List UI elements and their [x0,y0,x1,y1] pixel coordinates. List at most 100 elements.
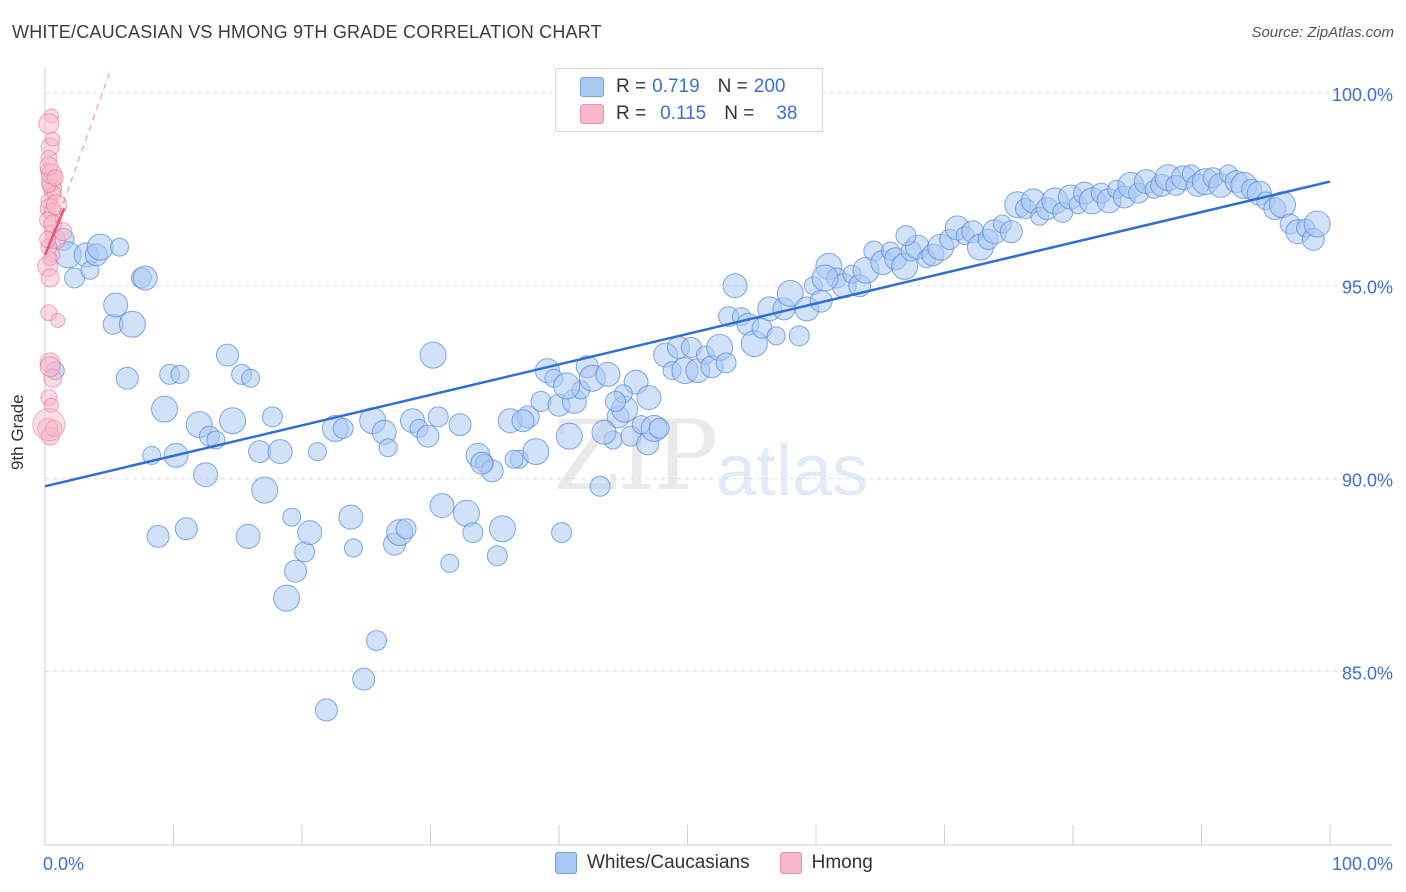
x-tick-label: 0.0% [43,854,84,874]
hmong-point [46,169,64,187]
whites-point [522,438,550,466]
whites-point [589,475,611,497]
bottom-legend-label-hmong: Hmong [811,852,873,873]
whites-point [488,515,516,543]
whites-point [235,523,261,549]
legend-r-label: R = [616,76,647,97]
whites-trendline [44,180,1331,488]
hmong-trendline [43,208,66,256]
whites-point [429,493,455,519]
whites-point [448,413,472,437]
legend-r-value: 0.115 [660,103,707,124]
whites-point [366,630,388,652]
hmong-point [38,113,60,135]
whites-point [170,364,190,384]
whites-point [395,518,417,540]
bottom-legend-item-hmong: Hmong [779,852,873,874]
bottom-legend-swatch-whites [555,852,577,874]
whites-point [174,517,198,541]
hmong-point [50,312,66,328]
whites-point [999,220,1023,244]
whites-point [132,265,158,291]
whites-point [419,341,447,369]
whites-point [504,449,524,469]
whites-point [462,522,484,544]
legend-row-whites: R = 0.719 N = 200 [580,74,791,100]
legend-row-hmong: R = 0.115 N = 38 [580,101,804,127]
whites-point [282,507,302,527]
whites-point [314,698,338,722]
whites-point [378,438,398,458]
whites-point [648,417,670,439]
bottom-legend-item-whites: Whites/Caucasians [555,852,750,874]
whites-point [343,538,363,558]
whites-point [193,462,219,488]
legend-r-label: R = [616,103,647,124]
whites-point [115,366,139,390]
whites-point [352,667,376,691]
whites-point [110,237,130,257]
bottom-legend: Whites/Caucasians Hmong [555,852,903,874]
whites-point [151,395,179,423]
whites-point [811,264,839,292]
legend-n-value: 200 [753,76,786,97]
hmong-point [45,419,63,437]
whites-point [241,368,261,388]
whites-point [511,409,535,433]
whites-point [486,545,508,567]
y-tick-label: 100.0% [1332,85,1393,105]
legend-n-value: 38 [776,103,798,124]
whites-point [103,292,129,318]
whites-point [427,406,449,428]
hmong-point [45,131,61,147]
y-axis-label: 9th Grade [8,394,27,470]
hmong-point [39,356,61,378]
whites-point [895,225,917,247]
whites-point [251,476,279,504]
whites-point [788,325,810,347]
legend-swatch-whites [580,77,604,97]
whites-point [261,406,283,428]
whites-point [766,326,786,346]
legend-n-label: N = [717,76,748,97]
watermark-atlas: atlas [716,431,869,511]
whites-point [452,499,480,527]
hmong-point [42,251,58,267]
whites-point [605,390,627,412]
whites-point [555,422,583,450]
whites-point [118,310,146,338]
whites-point [470,451,494,475]
hmong-point [32,408,66,442]
whites-point [273,584,301,612]
whites-point [1303,210,1331,238]
whites-point [284,559,308,583]
legend-n-label: N = [724,103,755,124]
whites-point [553,372,581,400]
whites-point [636,385,662,411]
whites-point [338,504,364,530]
whites-point [86,233,114,261]
chart-title: WHITE/CAUCASIAN VS HMONG 9TH GRADE CORRE… [12,22,602,42]
whites-point [416,424,440,448]
whites-point [551,522,573,544]
bottom-legend-swatch-hmong [779,852,802,874]
whites-point [332,417,354,439]
whites-point [219,407,247,435]
legend-swatch-hmong [580,104,604,124]
whites-point [267,439,293,465]
whites-point [776,279,804,307]
y-tick-label: 85.0% [1342,663,1393,683]
whites-point [591,419,617,445]
whites-point [722,273,748,299]
whites-point [307,442,327,462]
source-label: Source: ZipAtlas.com [1251,24,1394,41]
bottom-legend-label-whites: Whites/Caucasians [587,852,750,873]
whites-point [297,520,323,546]
y-tick-label: 95.0% [1342,278,1393,298]
y-tick-label: 90.0% [1342,471,1393,491]
whites-point [715,352,737,374]
x-tick-label: 100.0% [1332,854,1393,874]
legend: R = 0.719 N = 200 R = 0.115 N = 38 [555,68,823,132]
whites-point [215,343,239,367]
